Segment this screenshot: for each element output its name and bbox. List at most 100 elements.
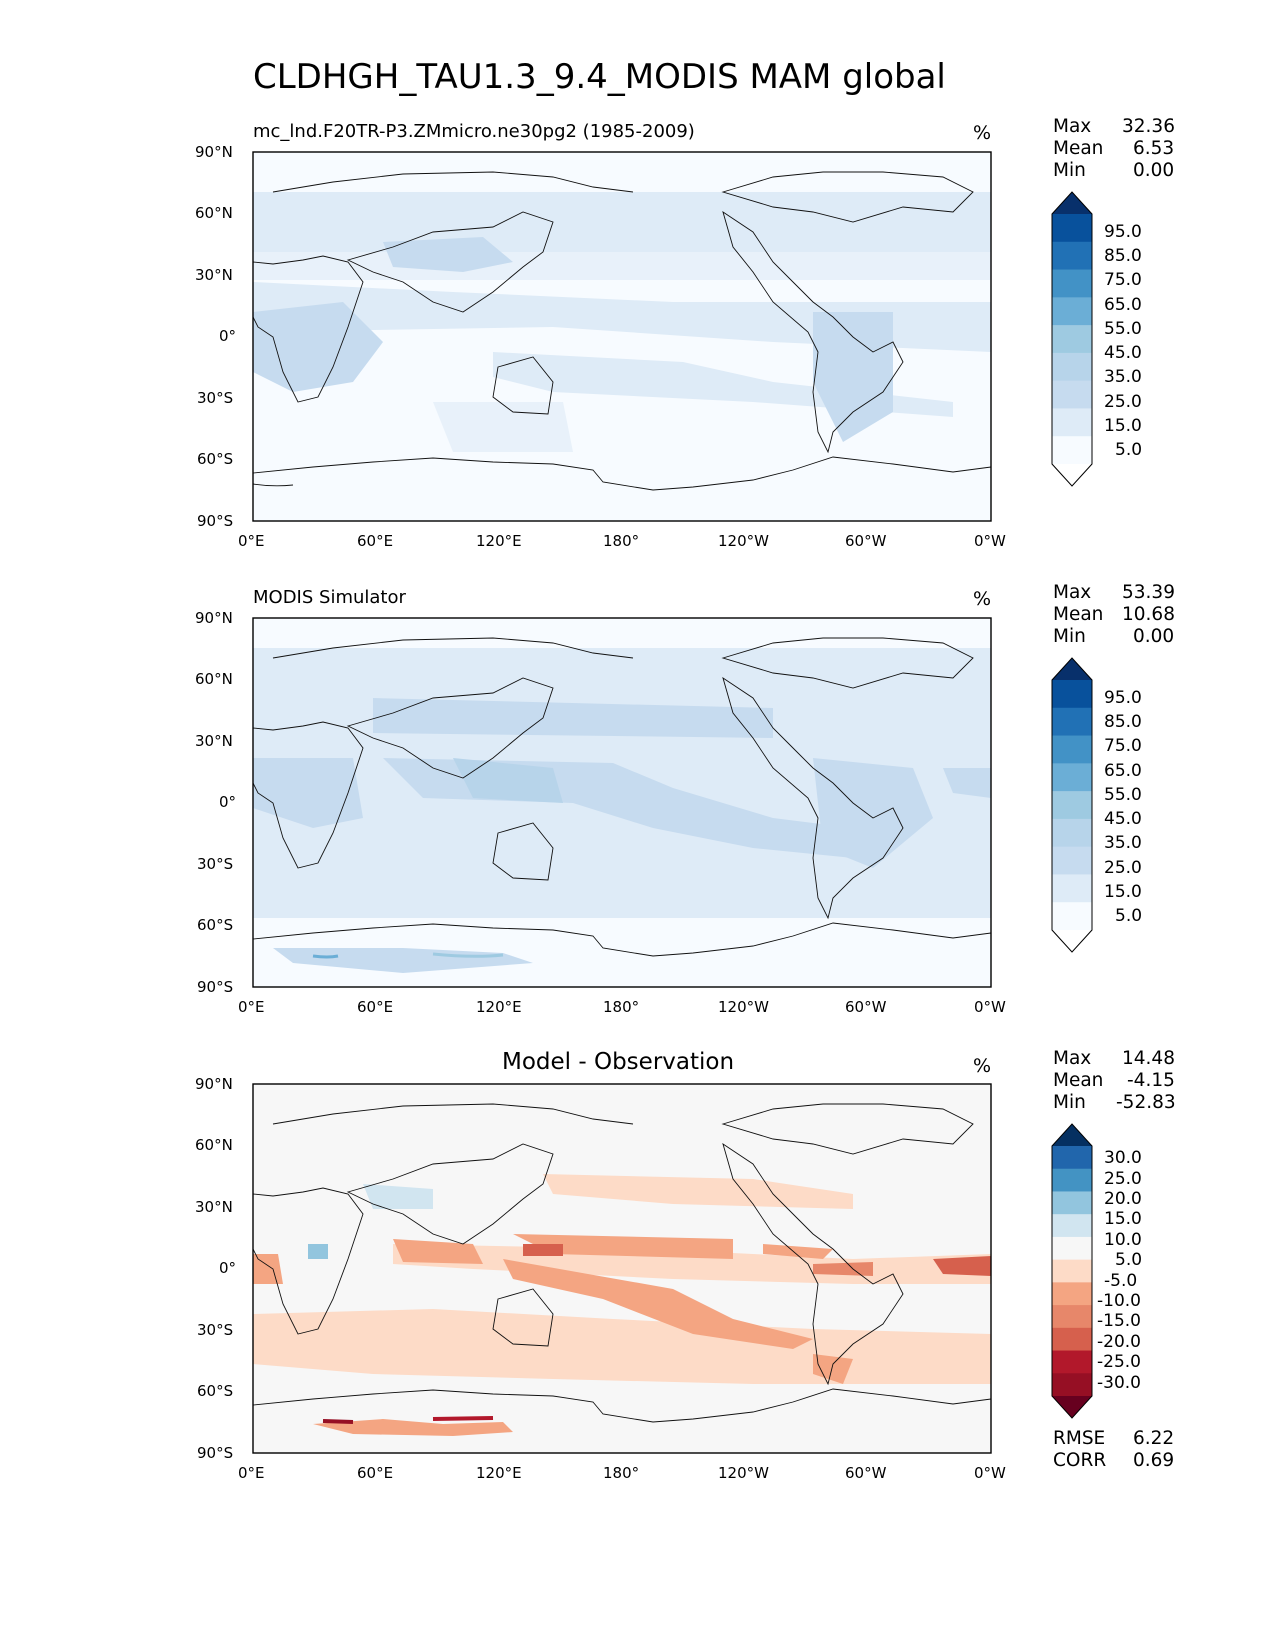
lon-tick: 180° xyxy=(603,998,640,1016)
colorbar-segment xyxy=(1052,380,1092,409)
colorbar-obs xyxy=(1051,657,1093,953)
stat-label: Min xyxy=(1053,626,1086,647)
colorbar-segment xyxy=(1052,436,1092,465)
lat-tick: 60°S xyxy=(197,916,234,934)
colorbar-label: -30.0 xyxy=(1097,1373,1141,1393)
colorbar-segment xyxy=(1052,297,1092,326)
colorbar-segment xyxy=(1052,1168,1092,1192)
colorbar-label: 55.0 xyxy=(1104,785,1142,805)
colorbar-label: 5.0 xyxy=(1115,906,1143,926)
colorbar-segment xyxy=(1052,1327,1092,1352)
stat-value: 14.48 xyxy=(1122,1048,1175,1069)
colorbar-label: 10.0 xyxy=(1104,1230,1142,1250)
unit-label: % xyxy=(973,122,992,144)
stat-label: Max xyxy=(1053,1048,1092,1069)
colorbar-label: 5.0 xyxy=(1115,1250,1143,1270)
colorbar-extend-bottom xyxy=(1052,464,1092,486)
colorbar-outline xyxy=(1051,657,1093,953)
lon-tick: 0°E xyxy=(238,1464,265,1482)
stat-value: -52.83 xyxy=(1116,1092,1176,1113)
lon-tick: 120°E xyxy=(476,532,522,550)
colorbar-label: 30.0 xyxy=(1104,1148,1142,1168)
colorbar-label: 20.0 xyxy=(1104,1189,1142,1209)
unit-label: % xyxy=(973,588,992,610)
lon-tick: 0°W xyxy=(974,1464,1006,1482)
colorbar-label: 35.0 xyxy=(1104,833,1142,853)
colorbar-segment xyxy=(1052,214,1092,243)
colorbar-label: 5.0 xyxy=(1115,440,1143,460)
cloud-field-obs xyxy=(253,648,991,973)
lat-tick: 30°S xyxy=(197,389,234,407)
colorbar-label: 45.0 xyxy=(1104,343,1142,363)
colorbar-segment xyxy=(1052,241,1092,271)
colorbar-segment xyxy=(1052,874,1092,903)
lat-tick: 90°S xyxy=(197,978,234,996)
lat-tick: 90°N xyxy=(195,1075,233,1093)
colorbar-label: 25.0 xyxy=(1104,392,1142,412)
stat-label: Max xyxy=(1053,116,1092,137)
stat-label: Min xyxy=(1053,1092,1086,1113)
map-panel-obs xyxy=(252,617,992,988)
lat-tick: 60°S xyxy=(197,450,234,468)
lat-tick: 90°S xyxy=(197,512,234,530)
colorbar-label: -20.0 xyxy=(1097,1332,1141,1352)
colorbar-segment xyxy=(1052,846,1092,875)
colorbar-label: 15.0 xyxy=(1104,1209,1142,1229)
stat-label: Mean xyxy=(1053,1070,1104,1091)
colorbar-label: -15.0 xyxy=(1097,1311,1141,1331)
colorbar-extend-top xyxy=(1052,658,1092,680)
lat-tick: 30°S xyxy=(197,1321,234,1339)
colorbar-segment xyxy=(1052,1259,1092,1283)
stat-value: 32.36 xyxy=(1122,116,1175,137)
stat-label: Max xyxy=(1053,582,1092,603)
stat-label: Mean xyxy=(1053,604,1104,625)
lat-tick: 30°N xyxy=(195,732,233,750)
stat-label: Min xyxy=(1053,160,1086,181)
lat-tick: 30°N xyxy=(195,1198,233,1216)
lon-tick: 120°E xyxy=(476,998,522,1016)
colorbar-label: -5.0 xyxy=(1104,1271,1138,1291)
colorbar-label: 95.0 xyxy=(1104,222,1142,242)
lat-tick: 90°S xyxy=(197,1444,234,1462)
map-panel-model xyxy=(252,151,992,522)
stat-label: CORR xyxy=(1053,1450,1107,1471)
lat-tick: 60°N xyxy=(195,1136,233,1154)
lon-tick: 180° xyxy=(603,1464,640,1482)
lon-tick: 180° xyxy=(603,532,640,550)
lat-tick: 0° xyxy=(219,1259,237,1277)
colorbar-label: -25.0 xyxy=(1097,1352,1141,1372)
colorbar-extend-top xyxy=(1052,1124,1092,1146)
colorbar-label: 85.0 xyxy=(1104,712,1142,732)
stat-label: RMSE xyxy=(1053,1428,1106,1449)
colorbar-label: 85.0 xyxy=(1104,246,1142,266)
colorbar-segment xyxy=(1052,791,1092,820)
stat-value: 6.53 xyxy=(1133,138,1175,159)
lat-tick: 90°N xyxy=(195,609,233,627)
colorbar-label: 15.0 xyxy=(1104,882,1142,902)
colorbar-label: 15.0 xyxy=(1104,416,1142,436)
colorbar-segment xyxy=(1052,408,1092,437)
colorbar-segment xyxy=(1052,1214,1092,1238)
lon-tick: 120°W xyxy=(718,532,769,550)
colorbar-segment xyxy=(1052,325,1092,354)
lat-tick: 0° xyxy=(219,793,237,811)
colorbar-outline xyxy=(1051,191,1093,487)
colorbar-label: 25.0 xyxy=(1104,1169,1142,1189)
colorbar-segment xyxy=(1052,352,1092,382)
lon-tick: 60°W xyxy=(845,532,887,550)
colorbar-segment xyxy=(1052,1350,1092,1374)
lat-tick: 30°S xyxy=(197,855,234,873)
colorbar-label: 55.0 xyxy=(1104,319,1142,339)
lon-tick: 0°E xyxy=(238,532,265,550)
figure-title: CLDHGH_TAU1.3_9.4_MODIS MAM global xyxy=(253,57,946,97)
colorbar-segment xyxy=(1052,707,1092,737)
lat-tick: 60°N xyxy=(195,670,233,688)
lat-tick: 0° xyxy=(219,327,237,345)
colorbar-segment xyxy=(1052,680,1092,709)
stat-value: 6.22 xyxy=(1133,1428,1175,1449)
colorbar-segment xyxy=(1052,1305,1092,1329)
colorbar-segment xyxy=(1052,735,1092,764)
lon-tick: 0°E xyxy=(238,998,265,1016)
lat-tick: 60°S xyxy=(197,1382,234,1400)
unit-label: % xyxy=(973,1055,992,1077)
